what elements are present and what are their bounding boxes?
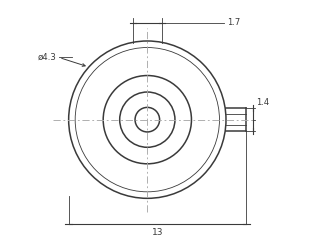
Text: 1.7: 1.7 <box>227 19 240 27</box>
Text: 13: 13 <box>152 228 163 237</box>
Text: 1.4: 1.4 <box>256 98 269 107</box>
Text: ø4.3: ø4.3 <box>38 53 57 62</box>
